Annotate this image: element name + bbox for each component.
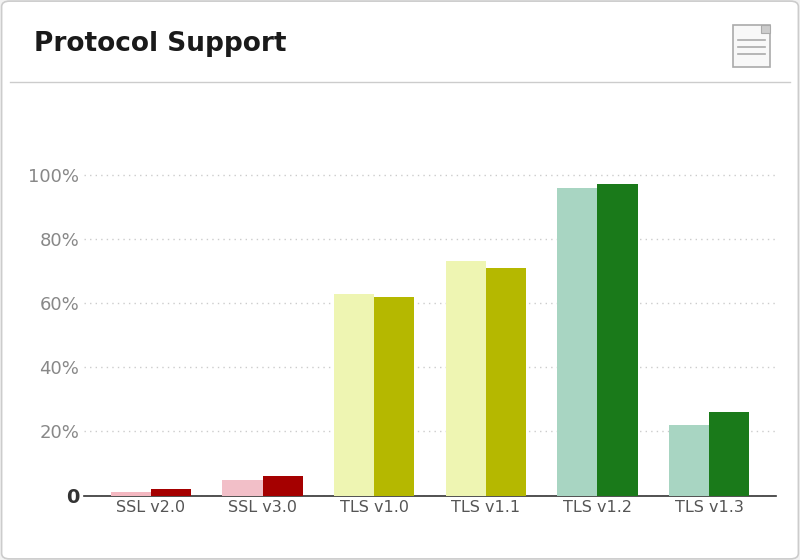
Bar: [486, 268, 526, 496]
Text: Protocol Support: Protocol Support: [34, 31, 286, 57]
Bar: [151, 489, 191, 496]
Bar: [598, 184, 638, 496]
Bar: [709, 412, 750, 496]
Bar: [262, 477, 302, 496]
Bar: [334, 293, 374, 496]
Bar: [669, 425, 709, 496]
Bar: [222, 479, 262, 496]
FancyBboxPatch shape: [733, 25, 770, 67]
Bar: [110, 492, 151, 496]
Bar: [558, 188, 598, 496]
Polygon shape: [762, 25, 770, 33]
Bar: [374, 297, 414, 496]
Bar: [446, 262, 486, 496]
